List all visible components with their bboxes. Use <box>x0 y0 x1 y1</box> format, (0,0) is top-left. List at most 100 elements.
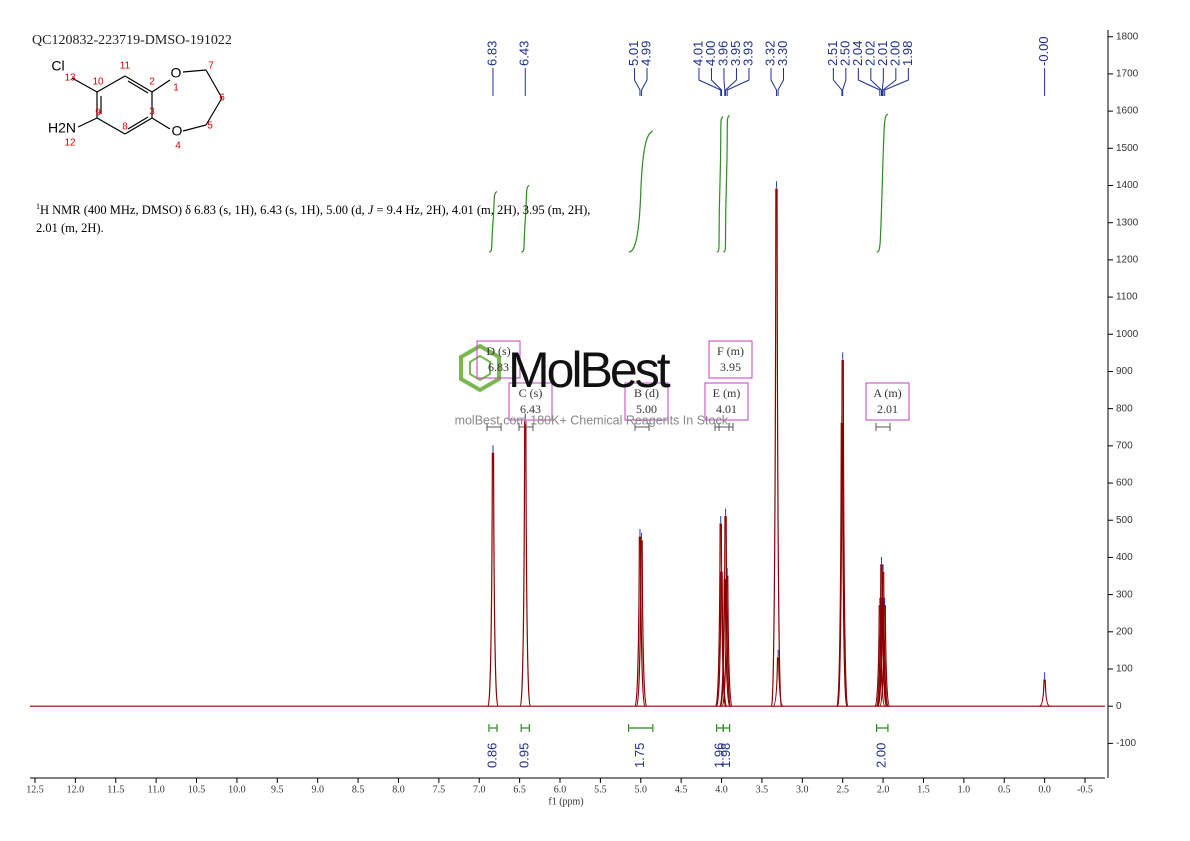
peak <box>874 605 886 707</box>
peak-label: 3.93 <box>740 41 755 66</box>
atom-label: 7 <box>208 61 214 72</box>
peak-label: 3.32 <box>762 41 777 66</box>
peak-pick-line <box>634 68 641 96</box>
x-tick-label: 1.0 <box>958 784 971 795</box>
y-tick-label: 400 <box>1116 552 1133 563</box>
x-tick-label: 7.0 <box>473 784 486 795</box>
description: 1H NMR (400 MHz, DMSO) δ 6.83 (s, 1H), 6… <box>36 198 606 237</box>
integral-bracket <box>716 724 724 732</box>
integral-bracket <box>722 724 731 732</box>
multiplet-box <box>708 340 753 379</box>
y-tick-label: 0 <box>1116 701 1122 712</box>
x-tick-label: 5.0 <box>635 784 648 795</box>
multiplet-shift: 3.95 <box>720 360 741 374</box>
x-tick-label: 3.0 <box>796 784 809 795</box>
peak-label: 3.95 <box>728 41 743 66</box>
multiplet-box <box>624 382 669 421</box>
x-tick-label: 0.5 <box>998 784 1011 795</box>
multiplet-name: B (d) <box>634 386 659 400</box>
multiplet-shift: 5.00 <box>636 402 657 416</box>
peak-label: 2.01 <box>875 41 890 66</box>
x-tick-label: 2.0 <box>877 784 890 795</box>
superscript: 1 <box>36 202 40 211</box>
peak-label: -0.00 <box>1036 36 1051 66</box>
peak-label: 2.51 <box>825 41 840 66</box>
multiplet-bracket <box>518 423 534 431</box>
atom-label: 6 <box>219 93 225 104</box>
integral-label: 1.98 <box>718 743 733 768</box>
integral-bracket <box>628 724 654 732</box>
x-tick-label: 5.5 <box>594 784 607 795</box>
integral-curve <box>488 190 498 253</box>
integral-label: 1.96 <box>711 743 726 768</box>
integral-curve <box>521 184 530 253</box>
y-tick-label: 300 <box>1116 589 1133 600</box>
atom-label: O <box>171 65 182 81</box>
x-tick-label: 7.5 <box>433 784 446 795</box>
text: = 9.4 Hz, 2H), 4.01 (m, 2H), 3.95 (m, 2H… <box>36 203 591 236</box>
x-tick-label: 0.0 <box>1038 784 1051 795</box>
multiplet-name: E (m) <box>713 386 741 400</box>
atom-label: 9 <box>95 108 101 119</box>
peak-label: 5.01 <box>626 41 641 66</box>
atom-label: H2N <box>48 120 76 136</box>
multiplet-name: F (m) <box>717 344 744 358</box>
peak-pick-line <box>870 68 882 96</box>
x-tick-label: 1.5 <box>917 784 930 795</box>
y-tick-label: 1700 <box>1116 69 1139 80</box>
peak-pick-line <box>710 68 723 96</box>
integral-bracket <box>876 724 889 732</box>
structure-bonds <box>71 69 223 135</box>
peak <box>635 540 648 707</box>
multiplet-bracket <box>486 423 502 431</box>
multiplet-box <box>704 382 749 421</box>
multiplet-name: A (m) <box>873 386 901 400</box>
peak-label: 6.83 <box>484 41 499 66</box>
peak <box>837 359 849 707</box>
x-axis-label: f1 (ppm) <box>548 796 583 807</box>
peak <box>721 575 733 707</box>
y-tick-label: 900 <box>1116 366 1133 377</box>
peak <box>634 536 646 707</box>
x-tick-label: 9.5 <box>271 784 284 795</box>
peak-pick-line <box>698 68 722 96</box>
y-tick-label: 600 <box>1116 478 1133 489</box>
peak-pick-line <box>777 68 785 96</box>
multiplet-box <box>508 382 553 421</box>
peak <box>770 188 783 707</box>
integral-label: 1.75 <box>632 743 647 768</box>
text: J <box>367 203 374 218</box>
y-tick-label: 1800 <box>1116 31 1139 42</box>
x-tick-label: 10.5 <box>188 784 206 795</box>
y-tick-label: -100 <box>1116 738 1136 749</box>
multiplet-name: C (s) <box>519 386 543 400</box>
peak-label: 1.98 <box>900 41 915 66</box>
peak <box>772 657 784 707</box>
peak-label: 2.00 <box>887 41 902 66</box>
integral-label: 2.00 <box>874 743 889 768</box>
x-tick-label: 11.0 <box>148 784 165 795</box>
peak-pick-line <box>884 68 909 96</box>
peak-label: 4.00 <box>703 41 718 66</box>
chart-title: QC120832-223719-DMSO-191022 <box>32 33 232 48</box>
peak <box>519 421 531 707</box>
y-tick-label: 1100 <box>1116 292 1138 303</box>
peak-pick-line <box>723 68 726 96</box>
multiplet-bracket <box>875 423 891 431</box>
peak <box>487 452 499 707</box>
x-tick-label: 4.5 <box>675 784 688 795</box>
peak-label: 2.02 <box>862 41 877 66</box>
atom-label: 4 <box>175 141 181 152</box>
atom-label: O <box>172 123 183 139</box>
y-tick-label: 700 <box>1116 440 1133 451</box>
peak-label: 4.99 <box>638 41 653 66</box>
multiplet-shift: 2.01 <box>877 402 898 416</box>
peak-label: 2.50 <box>837 41 852 66</box>
peak-label: 4.01 <box>690 41 705 66</box>
peak-pick-line <box>725 68 737 96</box>
x-tick-label: -0.5 <box>1077 784 1093 795</box>
integral-label: 0.86 <box>484 743 499 768</box>
x-tick-label: 4.0 <box>715 784 728 795</box>
peak-pick-line <box>842 68 847 96</box>
